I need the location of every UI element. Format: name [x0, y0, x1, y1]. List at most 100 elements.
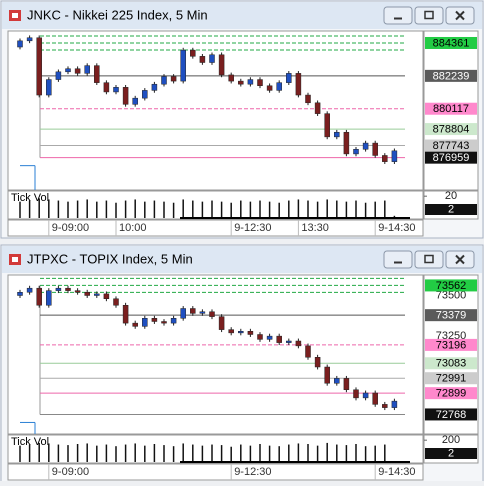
candle-body — [74, 68, 81, 74]
candle-body — [266, 85, 273, 91]
candle-body — [17, 40, 23, 48]
candle-body — [295, 73, 302, 96]
candle-body — [65, 68, 71, 73]
candle-body — [228, 329, 234, 334]
price-tag-label: 880117 — [433, 103, 469, 115]
candle-body — [314, 102, 321, 114]
candle-body — [276, 335, 282, 343]
candle-body — [266, 335, 273, 340]
candle-body — [257, 79, 263, 87]
candle-body — [324, 113, 330, 138]
volume-tick-label: 20 — [445, 190, 457, 202]
candle-body — [209, 54, 215, 63]
candle-body — [343, 378, 350, 390]
candle-body — [334, 131, 340, 138]
candle-body — [199, 56, 206, 63]
price-tag — [425, 69, 477, 82]
candle-body — [286, 340, 292, 343]
candle-body — [84, 292, 90, 296]
candle-body — [113, 87, 119, 93]
price-tag — [425, 338, 477, 351]
volume-tick-label: 200 — [442, 434, 460, 446]
minimize-button[interactable] — [383, 250, 413, 269]
price-tag — [425, 387, 477, 400]
candle-body — [142, 90, 148, 99]
price-tag-label: 73083 — [436, 358, 467, 370]
candle-body — [94, 65, 100, 83]
price-tag — [425, 139, 477, 152]
candle-body — [209, 311, 215, 317]
price-tag-label: 877743 — [433, 140, 470, 152]
candle-body — [36, 37, 42, 96]
candle-body — [218, 54, 225, 76]
candle-body — [324, 366, 330, 384]
candle-body — [372, 392, 378, 405]
candle-body — [74, 290, 81, 293]
minimize-button[interactable] — [383, 6, 413, 25]
candle-body — [26, 37, 33, 42]
candle-body — [151, 318, 158, 322]
candle-body — [190, 308, 196, 314]
price-pane — [7, 274, 424, 435]
price-tag — [425, 151, 477, 164]
time-label: 9-09:00 — [52, 466, 89, 478]
candle-body — [46, 290, 52, 306]
candle-body — [362, 142, 369, 150]
volume-tag — [425, 204, 477, 215]
candle-body — [26, 287, 33, 293]
price-pane — [7, 30, 424, 191]
candle-body — [382, 404, 388, 408]
time-label: 9-09:00 — [52, 222, 89, 234]
candle-body — [55, 287, 62, 291]
candle-body — [84, 65, 90, 74]
price-tag — [425, 36, 477, 49]
price-tag — [425, 123, 477, 136]
volume-tag-label: 2 — [448, 203, 454, 215]
candle-body — [391, 150, 398, 162]
candle-body — [353, 389, 359, 399]
price-tag-label: 72899 — [436, 388, 467, 400]
time-label: 9-12:30 — [234, 222, 271, 234]
maximize-button[interactable] — [414, 6, 444, 25]
y-tick-label: 73500 — [436, 289, 467, 301]
candle-body — [180, 308, 186, 319]
volume-tag-label: 2 — [448, 447, 454, 459]
minimize-glyph — [394, 261, 402, 264]
price-tag — [425, 372, 477, 385]
app-icon-inner — [12, 13, 18, 18]
maximize-glyph — [424, 254, 434, 264]
candle-body — [238, 80, 244, 85]
candle-body — [113, 298, 119, 306]
time-label: 9-14:30 — [378, 466, 415, 478]
candle-body — [142, 318, 148, 327]
window-title: JTPXC - TOPIX Index, 5 Min — [27, 251, 193, 266]
candle-body — [257, 334, 263, 340]
time-label: 9-14:30 — [378, 222, 415, 234]
candle-body — [122, 87, 129, 105]
candle-body — [391, 400, 398, 408]
candle-body — [218, 316, 225, 330]
candle-body — [295, 340, 302, 347]
candle-body — [353, 149, 359, 155]
candle-body — [103, 82, 110, 93]
candle-body — [55, 71, 62, 80]
candle-body — [122, 305, 129, 324]
maximize-button[interactable] — [414, 250, 444, 269]
candle-body — [305, 345, 311, 358]
volume-tag — [425, 448, 477, 459]
candle-body — [65, 287, 71, 291]
minimize-glyph — [394, 17, 402, 20]
candle-body — [247, 79, 254, 85]
time-axis — [7, 219, 424, 237]
candle-body — [132, 322, 138, 327]
time-label: 13:30 — [301, 222, 329, 234]
candle-body — [170, 318, 177, 324]
candle-body — [382, 155, 388, 162]
volume-pane — [7, 434, 424, 464]
candle-body — [94, 293, 100, 296]
price-tag-label: 72991 — [436, 373, 467, 385]
price-tag-label: 73196 — [436, 339, 467, 351]
candle-body — [161, 321, 167, 324]
